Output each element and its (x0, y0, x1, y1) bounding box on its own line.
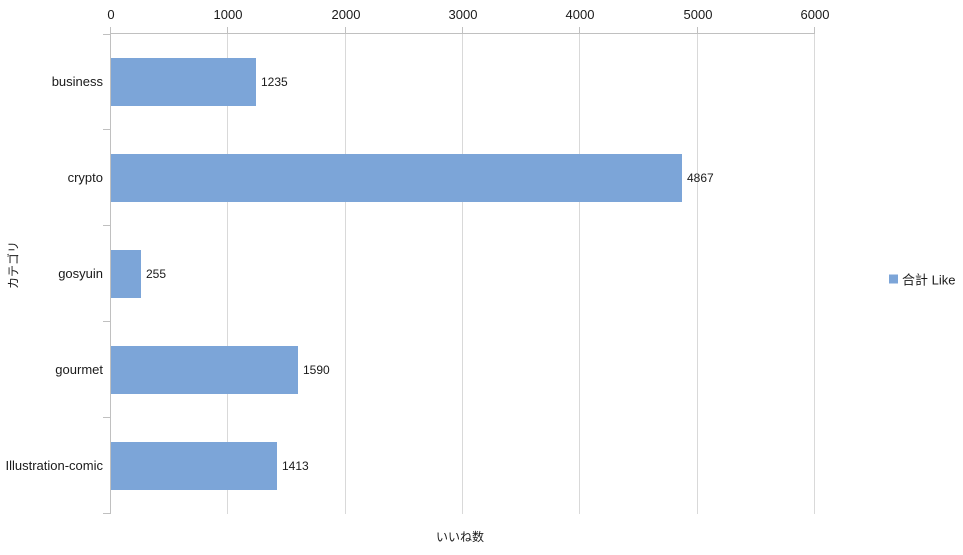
y-axis-tick (103, 417, 111, 418)
gridline (579, 34, 580, 514)
x-axis-tick (814, 27, 815, 34)
bar-value-label: 1590 (303, 363, 330, 377)
bar-Illustration-comic (111, 442, 277, 490)
x-axis-title: いいね数 (435, 530, 485, 544)
bar-value-label: 4867 (687, 171, 714, 185)
y-axis-tick (103, 225, 111, 226)
x-axis-tick-label: 4000 (565, 7, 595, 22)
bar-value-label: 1413 (282, 459, 309, 473)
bar-business (111, 58, 256, 106)
x-axis-tick (345, 27, 346, 34)
bar-value-label: 1235 (261, 75, 288, 89)
category-label: crypto (67, 170, 103, 185)
legend: 合計 Like (889, 270, 955, 289)
x-axis-tick-label: 0 (107, 7, 115, 22)
x-axis-tick-label: 6000 (800, 7, 830, 22)
plot-area: 0 1000 2000 3000 4000 5000 6000 business 1235 cry… (5, 7, 829, 514)
x-axis-tick (110, 27, 111, 34)
x-axis-tick-label: 3000 (448, 7, 478, 22)
x-axis-tick (697, 27, 698, 34)
gridline (697, 34, 698, 514)
x-axis-tick-label: 1000 (213, 7, 243, 22)
gridline (462, 34, 463, 514)
gridline (814, 34, 815, 514)
bar-gourmet (111, 346, 298, 394)
legend-label: 合計 Like (902, 272, 956, 288)
x-axis-tick-label: 5000 (683, 7, 713, 22)
x-axis-tick (462, 27, 463, 34)
gridline (227, 34, 228, 514)
legend-swatch (889, 274, 898, 284)
category-label: business (51, 74, 103, 89)
x-axis-tick-label: 2000 (331, 7, 361, 22)
bar-crypto (111, 154, 682, 202)
gridline (345, 34, 346, 514)
x-axis-tick (579, 27, 580, 34)
category-label: Illustration-comic (5, 458, 103, 473)
category-label: gosyuin (58, 266, 103, 281)
y-axis-tick (103, 513, 111, 514)
y-axis-tick (103, 321, 111, 322)
bar-gosyuin (111, 250, 141, 298)
category-label: gourmet (55, 362, 103, 377)
x-axis-tick (227, 27, 228, 34)
y-axis-tick (103, 34, 111, 35)
bar-value-label: 255 (146, 267, 167, 281)
y-axis-tick (103, 129, 111, 130)
